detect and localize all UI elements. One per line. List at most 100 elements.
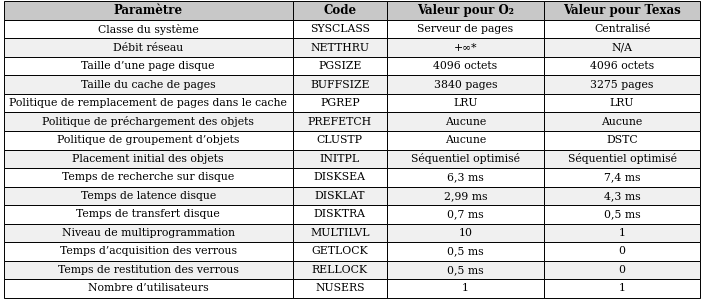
- Bar: [387, 76, 543, 94]
- Bar: [4, 131, 293, 150]
- Bar: [4, 279, 293, 298]
- Bar: [293, 39, 387, 57]
- Bar: [4, 112, 293, 131]
- Text: RELLOCK: RELLOCK: [312, 265, 368, 275]
- Text: Politique de remplacement de pages dans le cache: Politique de remplacement de pages dans …: [9, 98, 287, 108]
- Bar: [387, 1, 543, 20]
- Bar: [4, 150, 293, 168]
- Text: 2,99 ms: 2,99 ms: [444, 191, 487, 201]
- Bar: [387, 131, 543, 150]
- Bar: [543, 94, 700, 112]
- Text: Aucune: Aucune: [445, 135, 486, 145]
- Bar: [543, 205, 700, 224]
- Bar: [293, 76, 387, 94]
- Bar: [293, 94, 387, 112]
- Text: Valeur pour Texas: Valeur pour Texas: [563, 4, 681, 17]
- Bar: [293, 279, 387, 298]
- Bar: [4, 205, 293, 224]
- Bar: [293, 112, 387, 131]
- Text: 6,3 ms: 6,3 ms: [447, 172, 484, 182]
- Bar: [4, 223, 293, 242]
- Text: PREFETCH: PREFETCH: [308, 117, 372, 127]
- Bar: [293, 20, 387, 39]
- Text: Aucune: Aucune: [601, 117, 643, 127]
- Text: MULTILVL: MULTILVL: [310, 228, 370, 238]
- Text: Politique de préchargement des objets: Politique de préchargement des objets: [42, 116, 254, 127]
- Text: INITPL: INITPL: [320, 154, 360, 164]
- Text: PGSIZE: PGSIZE: [318, 61, 361, 71]
- Text: Taille d’une page disque: Taille d’une page disque: [82, 61, 215, 71]
- Text: Taille du cache de pages: Taille du cache de pages: [81, 80, 215, 90]
- Bar: [387, 223, 543, 242]
- Bar: [387, 20, 543, 39]
- Text: NETTHRU: NETTHRU: [310, 43, 370, 53]
- Bar: [293, 150, 387, 168]
- Bar: [387, 94, 543, 112]
- Bar: [387, 168, 543, 187]
- Text: 0: 0: [619, 265, 626, 275]
- Text: Temps de restitution des verrous: Temps de restitution des verrous: [58, 265, 239, 275]
- Bar: [4, 1, 293, 20]
- Text: Centralisé: Centralisé: [594, 24, 650, 34]
- Bar: [543, 20, 700, 39]
- Text: Classe du système: Classe du système: [98, 24, 199, 35]
- Bar: [4, 57, 293, 75]
- Bar: [543, 242, 700, 260]
- Text: 1: 1: [619, 283, 626, 293]
- Bar: [387, 279, 543, 298]
- Text: 4096 octets: 4096 octets: [590, 61, 654, 71]
- Bar: [293, 242, 387, 260]
- Bar: [293, 187, 387, 205]
- Text: Séquentiel optimisé: Séquentiel optimisé: [567, 153, 677, 164]
- Text: DISKTRA: DISKTRA: [314, 209, 366, 219]
- Bar: [293, 57, 387, 75]
- Bar: [293, 205, 387, 224]
- Bar: [387, 150, 543, 168]
- Bar: [293, 1, 387, 20]
- Text: 0,5 ms: 0,5 ms: [604, 209, 641, 219]
- Bar: [543, 150, 700, 168]
- Text: N/A: N/A: [612, 43, 633, 53]
- Text: Serveur de pages: Serveur de pages: [417, 24, 513, 34]
- Bar: [4, 94, 293, 112]
- Bar: [4, 187, 293, 205]
- Bar: [543, 260, 700, 279]
- Bar: [387, 57, 543, 75]
- Bar: [543, 168, 700, 187]
- Bar: [387, 260, 543, 279]
- Bar: [387, 112, 543, 131]
- Bar: [543, 1, 700, 20]
- Bar: [543, 112, 700, 131]
- Bar: [4, 242, 293, 260]
- Bar: [293, 260, 387, 279]
- Bar: [387, 39, 543, 57]
- Text: 4,3 ms: 4,3 ms: [604, 191, 641, 201]
- Text: Valeur pour O₂: Valeur pour O₂: [417, 4, 514, 17]
- Text: 0,7 ms: 0,7 ms: [447, 209, 484, 219]
- Bar: [4, 260, 293, 279]
- Text: Placement initial des objets: Placement initial des objets: [73, 154, 224, 164]
- Bar: [543, 223, 700, 242]
- Text: 3275 pages: 3275 pages: [591, 80, 654, 90]
- Text: DISKSEA: DISKSEA: [314, 172, 366, 182]
- Text: Séquentiel optimisé: Séquentiel optimisé: [410, 153, 520, 164]
- Text: Temps de recherche sur disque: Temps de recherche sur disque: [62, 172, 234, 182]
- Text: Temps d’acquisition des verrous: Temps d’acquisition des verrous: [60, 246, 237, 256]
- Text: Paramètre: Paramètre: [113, 4, 183, 17]
- Bar: [543, 187, 700, 205]
- Bar: [293, 168, 387, 187]
- Bar: [387, 242, 543, 260]
- Bar: [4, 20, 293, 39]
- Text: 4096 octets: 4096 octets: [433, 61, 497, 71]
- Text: Code: Code: [323, 4, 356, 17]
- Bar: [543, 131, 700, 150]
- Bar: [543, 57, 700, 75]
- Bar: [4, 39, 293, 57]
- Text: 10: 10: [458, 228, 472, 238]
- Bar: [543, 279, 700, 298]
- Text: SYSCLASS: SYSCLASS: [310, 24, 370, 34]
- Text: PGREP: PGREP: [320, 98, 360, 108]
- Text: 3840 pages: 3840 pages: [434, 80, 497, 90]
- Text: GETLOCK: GETLOCK: [311, 246, 368, 256]
- Text: LRU: LRU: [453, 98, 477, 108]
